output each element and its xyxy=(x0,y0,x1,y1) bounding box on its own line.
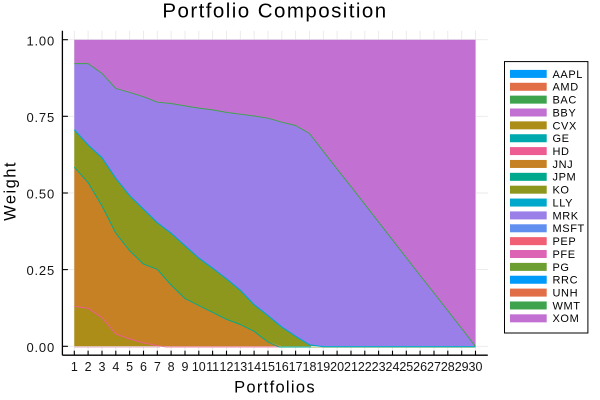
svg-text:UNH: UNH xyxy=(553,288,579,300)
svg-text:CVX: CVX xyxy=(553,120,577,132)
svg-text:19: 19 xyxy=(316,360,330,374)
svg-text:18: 18 xyxy=(303,360,317,374)
svg-text:29: 29 xyxy=(455,360,469,374)
svg-text:MRK: MRK xyxy=(553,210,579,222)
svg-text:8: 8 xyxy=(168,360,175,374)
svg-text:4: 4 xyxy=(112,360,119,374)
svg-text:0.00: 0.00 xyxy=(26,340,55,355)
svg-text:12: 12 xyxy=(220,360,234,374)
svg-text:PFE: PFE xyxy=(553,249,576,261)
svg-text:PG: PG xyxy=(553,262,570,274)
svg-text:Portfolio Composition: Portfolio Composition xyxy=(162,0,387,23)
svg-text:24: 24 xyxy=(386,360,400,374)
svg-text:MSFT: MSFT xyxy=(553,223,585,235)
svg-text:14: 14 xyxy=(247,360,261,374)
svg-text:7: 7 xyxy=(154,360,161,374)
svg-text:15: 15 xyxy=(261,360,275,374)
svg-text:0.75: 0.75 xyxy=(26,110,55,125)
svg-text:LLY: LLY xyxy=(553,197,574,209)
svg-text:HD: HD xyxy=(553,146,570,158)
svg-text:JNJ: JNJ xyxy=(553,159,574,171)
svg-text:23: 23 xyxy=(372,360,386,374)
svg-text:6: 6 xyxy=(140,360,147,374)
svg-text:20: 20 xyxy=(330,360,344,374)
svg-text:11: 11 xyxy=(206,360,219,374)
svg-text:26: 26 xyxy=(413,360,427,374)
svg-text:27: 27 xyxy=(427,360,441,374)
svg-text:GE: GE xyxy=(553,133,570,145)
svg-text:BBY: BBY xyxy=(553,107,577,119)
svg-text:10: 10 xyxy=(192,360,206,374)
svg-text:21: 21 xyxy=(344,360,358,374)
svg-text:25: 25 xyxy=(399,360,413,374)
svg-text:Portfolios: Portfolios xyxy=(234,379,316,397)
svg-text:22: 22 xyxy=(358,360,372,374)
svg-text:16: 16 xyxy=(275,360,289,374)
svg-text:1: 1 xyxy=(71,360,78,374)
svg-text:0.50: 0.50 xyxy=(26,187,55,202)
svg-text:1.00: 1.00 xyxy=(26,33,55,48)
svg-text:BAC: BAC xyxy=(553,95,577,107)
svg-text:XOM: XOM xyxy=(553,313,580,325)
svg-text:PEP: PEP xyxy=(553,236,577,248)
svg-text:WMT: WMT xyxy=(553,300,581,312)
svg-text:RRC: RRC xyxy=(553,275,579,287)
svg-text:30: 30 xyxy=(469,360,483,374)
svg-text:AAPL: AAPL xyxy=(553,69,584,81)
svg-text:JPM: JPM xyxy=(553,172,577,184)
svg-text:AMD: AMD xyxy=(553,82,579,94)
svg-text:17: 17 xyxy=(289,360,303,374)
svg-text:0.25: 0.25 xyxy=(26,263,55,278)
svg-text:Weight: Weight xyxy=(2,161,20,221)
svg-text:9: 9 xyxy=(182,360,189,374)
svg-text:KO: KO xyxy=(553,185,570,197)
svg-text:3: 3 xyxy=(99,360,106,374)
svg-text:13: 13 xyxy=(233,360,247,374)
svg-text:2: 2 xyxy=(85,360,92,374)
svg-text:28: 28 xyxy=(441,360,455,374)
svg-text:5: 5 xyxy=(126,360,133,374)
